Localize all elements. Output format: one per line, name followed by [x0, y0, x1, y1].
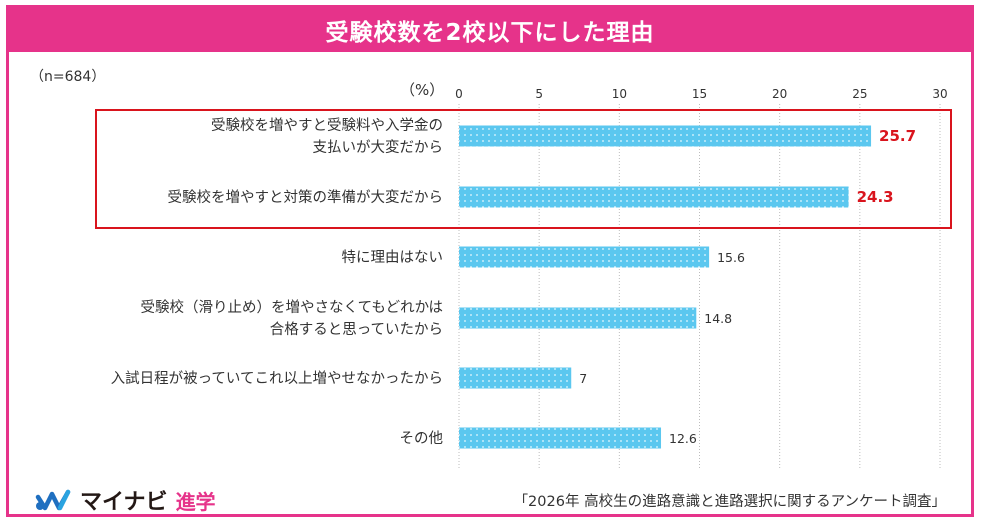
category-label: 受験校を増やすと受験料や入学金の — [211, 117, 443, 134]
logo-text: マイナビ — [80, 490, 168, 515]
value-label: 7 — [579, 371, 587, 386]
bar — [459, 186, 849, 208]
sample-size-note: （n=684） — [30, 69, 106, 85]
category-label: その他 — [400, 430, 444, 447]
category-label: 支払いが大変だから — [313, 139, 444, 156]
bar — [459, 307, 697, 329]
value-label: 24.3 — [857, 188, 894, 206]
category-label: 受験校（滑り止め）を増やさなくてもどれかは — [141, 299, 443, 316]
source-note: 「2026年 高校生の進路意識と進路選択に関するアンケート調査」 — [513, 494, 946, 510]
axis-unit-label: （%） — [400, 81, 445, 99]
value-label: 25.7 — [879, 127, 916, 145]
bar — [459, 427, 662, 449]
x-tick-label: 5 — [535, 87, 543, 101]
value-label: 14.8 — [704, 311, 732, 326]
x-tick-label: 0 — [455, 87, 463, 101]
x-tick-label: 20 — [772, 87, 787, 101]
x-tick-label: 10 — [612, 87, 627, 101]
brand-logo: マイナビ 進学 — [34, 484, 216, 516]
chart-title: 受験校数を2校以下にした理由 — [9, 8, 971, 52]
category-label: 合格すると思っていたから — [270, 321, 443, 338]
x-tick-label: 15 — [692, 87, 707, 101]
value-label: 12.6 — [669, 431, 697, 446]
logo-mark-icon — [35, 489, 71, 511]
bar — [459, 367, 572, 389]
highlight-box — [95, 109, 952, 229]
x-tick-label: 25 — [852, 87, 867, 101]
x-tick-label: 30 — [932, 87, 947, 101]
category-label: 受験校を増やすと対策の準備が大変だから — [168, 189, 444, 206]
bar — [459, 125, 872, 147]
category-label: 特に理由はない — [342, 249, 444, 266]
category-label: 入試日程が被っていてこれ以上増やせなかったから — [111, 370, 443, 387]
value-label: 15.6 — [717, 250, 745, 265]
bar — [459, 246, 710, 268]
logo-subtext: 進学 — [175, 489, 216, 514]
